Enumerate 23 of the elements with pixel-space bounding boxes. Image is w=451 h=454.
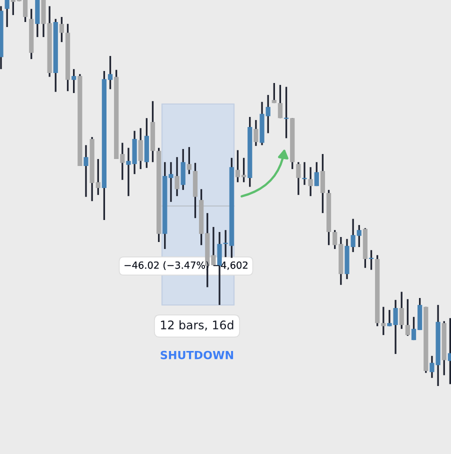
candlestick xyxy=(399,290,404,330)
candlestick xyxy=(138,127,143,170)
candlestick xyxy=(4,0,10,28)
candlestick xyxy=(308,166,313,197)
candlestick xyxy=(272,82,276,104)
candlestick xyxy=(59,16,64,43)
candlestick xyxy=(278,84,283,119)
candlestick xyxy=(284,86,289,140)
candlestick xyxy=(174,156,180,197)
candlestick xyxy=(405,298,410,337)
candlestick xyxy=(180,148,186,191)
candlestick xyxy=(314,161,319,187)
annotation: 12 bars, 16d xyxy=(161,320,234,331)
candlestick xyxy=(186,146,192,175)
annotation: SHUTDOWN xyxy=(160,350,234,360)
candlestick xyxy=(381,306,386,336)
candlestick xyxy=(72,68,76,94)
candlestick xyxy=(302,161,307,186)
candlestick xyxy=(35,0,40,38)
candlestick xyxy=(84,144,88,198)
candlestick xyxy=(296,161,301,196)
candlestick xyxy=(320,153,326,214)
candlestick xyxy=(254,119,258,147)
